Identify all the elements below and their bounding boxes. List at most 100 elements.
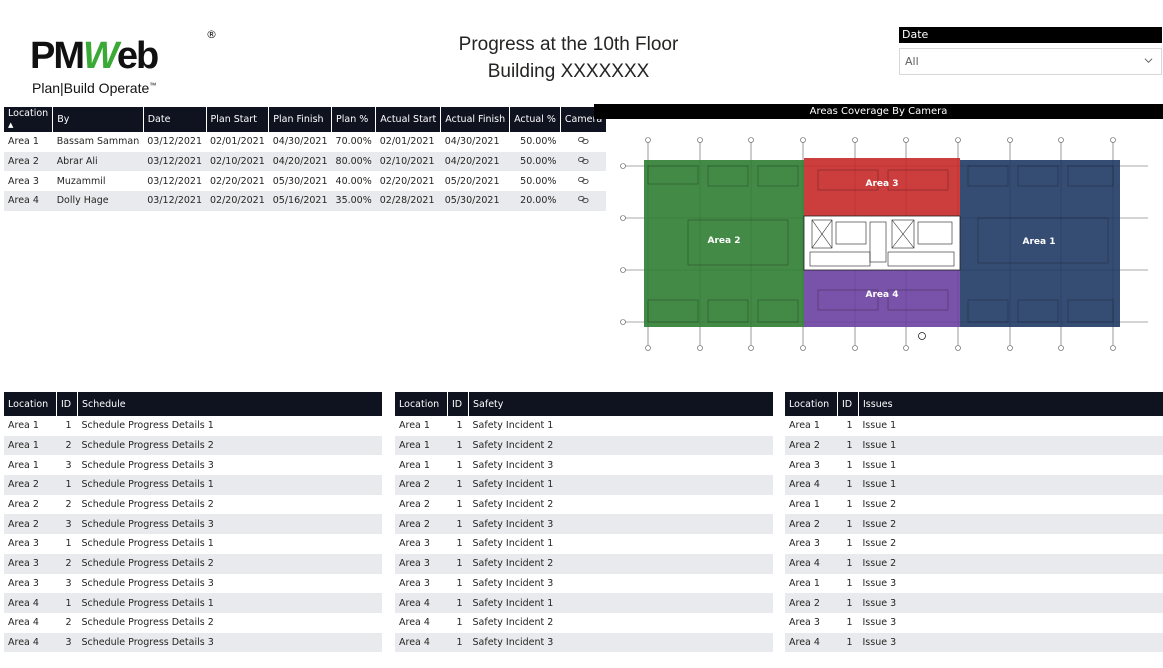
list-item[interactable]: Area 4 1 Schedule Progress Details 1	[4, 593, 382, 613]
table-cell: 3	[65, 577, 72, 589]
col-actual-pct[interactable]: Actual %	[509, 107, 561, 132]
link-icon[interactable]	[577, 137, 589, 145]
table-cell: Schedule Progress Details 2	[77, 435, 382, 456]
link-icon[interactable]	[577, 157, 589, 164]
camera-link-cell[interactable]	[560, 171, 606, 191]
issues-col-id[interactable]: ID	[837, 392, 859, 416]
sort-ascending-icon[interactable]: ▲	[8, 121, 14, 129]
table-cell: Safety Incident 2	[472, 617, 554, 629]
table-cell: 1	[837, 514, 859, 535]
safety-col-id[interactable]: ID	[447, 392, 469, 416]
table-cell: 02/20/2021	[210, 175, 265, 187]
date-slicer[interactable]: Date All	[899, 27, 1162, 75]
list-item[interactable]: Area 1 3 Schedule Progress Details 3	[4, 455, 382, 475]
list-item[interactable]: Area 1 2 Schedule Progress Details 2	[4, 435, 382, 456]
list-item[interactable]: Area 2 2 Schedule Progress Details 2	[4, 495, 382, 515]
table-cell: Issue 1	[862, 459, 897, 471]
table-cell: 1	[447, 435, 469, 456]
link-icon[interactable]	[577, 196, 589, 204]
table-cell: Area 3	[8, 538, 39, 550]
list-item[interactable]: Area 4 3 Schedule Progress Details 3	[4, 632, 382, 653]
room-outlines	[647, 165, 1114, 323]
table-cell: Schedule Progress Details 1	[81, 420, 214, 432]
safety-col-safety[interactable]: Safety	[468, 392, 773, 416]
core-rooms	[809, 219, 955, 267]
issues-col-location[interactable]: Location	[785, 392, 838, 416]
col-date[interactable]: Date	[143, 107, 207, 132]
table-cell: Area 1	[789, 577, 820, 589]
table-cell: Safety Incident 3	[468, 514, 773, 535]
list-item[interactable]: Area 3 1 Safety Incident 1	[395, 534, 773, 554]
list-item[interactable]: Area 3 2 Schedule Progress Details 2	[4, 553, 382, 574]
chevron-down-icon[interactable]	[1144, 56, 1153, 65]
col-plan-start[interactable]: Plan Start	[206, 107, 270, 132]
list-item[interactable]: Area 3 1 Schedule Progress Details 1	[4, 534, 382, 554]
col-plan-pct[interactable]: Plan %	[331, 107, 377, 132]
list-item[interactable]: Area 2 1 Issue 2	[785, 514, 1163, 535]
list-item[interactable]: Area 1 1 Issue 1	[785, 416, 1163, 436]
list-item[interactable]: Area 3 3 Schedule Progress Details 3	[4, 574, 382, 594]
list-item[interactable]: Area 1 1 Schedule Progress Details 1	[4, 416, 382, 436]
list-item[interactable]: Area 2 1 Safety Incident 2	[395, 495, 773, 515]
table-row[interactable]: Area 4 Dolly Hage 03/12/2021 02/20/2021 05/1…	[4, 191, 607, 211]
list-item[interactable]: Area 2 1 Schedule Progress Details 1	[4, 475, 382, 495]
list-item[interactable]: Area 4 1 Issue 3	[785, 632, 1163, 653]
list-item[interactable]: Area 4 2 Schedule Progress Details 2	[4, 613, 382, 633]
link-icon[interactable]	[577, 176, 589, 184]
table-cell: 1	[456, 577, 463, 589]
table-row[interactable]: Area 2 Abrar Ali 03/12/2021 02/10/2021 04/20…	[4, 151, 607, 172]
list-item[interactable]: Area 3 1 Issue 1	[785, 455, 1163, 475]
list-item[interactable]: Area 3 1 Safety Incident 3	[395, 574, 773, 594]
schedule-col-id[interactable]: ID	[56, 392, 78, 416]
area-4-zone[interactable]	[804, 270, 960, 327]
table-cell: 1	[837, 553, 859, 574]
list-item[interactable]: Area 1 1 Safety Incident 3	[395, 455, 773, 475]
list-item[interactable]: Area 1 1 Issue 2	[785, 495, 1163, 515]
floor-plan-map: Area 2 Area 1 Area 3 Area 4	[620, 137, 1148, 351]
list-item[interactable]: Area 2 3 Schedule Progress Details 3	[4, 514, 382, 535]
schedule-col-schedule[interactable]: Schedule	[77, 392, 382, 416]
col-actual-start[interactable]: Actual Start	[375, 107, 442, 132]
col-plan-finish[interactable]: Plan Finish	[268, 107, 333, 132]
table-cell: 1	[837, 435, 859, 456]
camera-link-cell[interactable]	[560, 132, 606, 152]
col-by[interactable]: By	[52, 107, 144, 132]
table-cell: Schedule Progress Details 1	[77, 475, 382, 495]
list-item[interactable]: Area 4 1 Safety Incident 3	[395, 632, 773, 653]
list-item[interactable]: Area 4 1 Issue 1	[785, 475, 1163, 495]
safety-col-location[interactable]: Location	[395, 392, 448, 416]
table-row[interactable]: Area 3 Muzammil 03/12/2021 02/20/2021 05/30/…	[4, 171, 606, 191]
area-2-zone[interactable]	[644, 160, 804, 327]
list-item[interactable]: Area 4 1 Safety Incident 1	[395, 593, 773, 613]
list-item[interactable]: Area 1 1 Issue 3	[785, 574, 1163, 594]
issues-col-issues[interactable]: Issues	[858, 392, 1163, 416]
table-cell: Muzammil	[56, 175, 106, 187]
table-row[interactable]: Area 1 Bassam Samman 03/12/2021 02/01/2021 0…	[4, 132, 606, 152]
area-1-zone[interactable]	[960, 160, 1120, 327]
table-cell: Area 2	[785, 514, 838, 535]
schedule-col-location[interactable]: Location	[4, 392, 57, 416]
list-item[interactable]: Area 4 1 Safety Incident 2	[395, 613, 773, 633]
camera-link-cell[interactable]	[560, 191, 607, 211]
list-item[interactable]: Area 2 1 Issue 1	[785, 435, 1163, 456]
list-item[interactable]: Area 3 1 Safety Incident 2	[395, 553, 773, 574]
list-item[interactable]: Area 2 1 Safety Incident 1	[395, 475, 773, 495]
col-actual-finish[interactable]: Actual Finish	[440, 107, 511, 132]
list-item[interactable]: Area 3 1 Issue 3	[785, 613, 1163, 633]
list-item[interactable]: Area 2 1 Safety Incident 3	[395, 514, 773, 535]
area-2-label: Area 2	[708, 236, 741, 246]
camera-link-cell[interactable]	[560, 151, 607, 172]
list-item[interactable]: Area 4 1 Issue 2	[785, 553, 1163, 574]
area-3-zone[interactable]	[804, 158, 960, 216]
title-line-2: Building XXXXXXX	[487, 61, 650, 82]
table-cell: Issue 2	[858, 514, 1163, 535]
date-slicer-dropdown[interactable]: All	[899, 48, 1162, 75]
list-item[interactable]: Area 1 1 Safety Incident 2	[395, 435, 773, 456]
col-location[interactable]: Location ▲	[4, 107, 54, 132]
table-cell: 02/01/2021	[379, 136, 435, 148]
list-item[interactable]: Area 2 1 Issue 3	[785, 593, 1163, 613]
list-item[interactable]: Area 3 1 Issue 2	[785, 534, 1163, 554]
table-cell: Area 2	[399, 499, 430, 511]
list-item[interactable]: Area 1 1 Safety Incident 1	[395, 416, 773, 436]
table-cell: 04/30/2021	[272, 136, 328, 148]
